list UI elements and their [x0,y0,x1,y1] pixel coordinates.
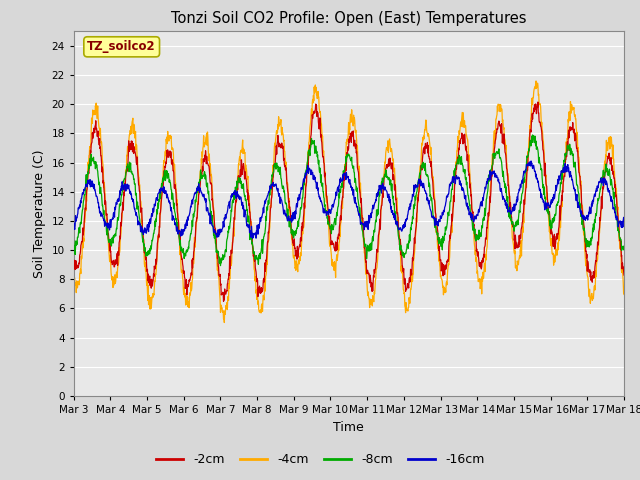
Y-axis label: Soil Temperature (C): Soil Temperature (C) [33,149,46,278]
Title: Tonzi Soil CO2 Profile: Open (East) Temperatures: Tonzi Soil CO2 Profile: Open (East) Temp… [171,11,527,26]
X-axis label: Time: Time [333,420,364,433]
Text: TZ_soilco2: TZ_soilco2 [88,40,156,53]
Legend: -2cm, -4cm, -8cm, -16cm: -2cm, -4cm, -8cm, -16cm [150,448,490,471]
